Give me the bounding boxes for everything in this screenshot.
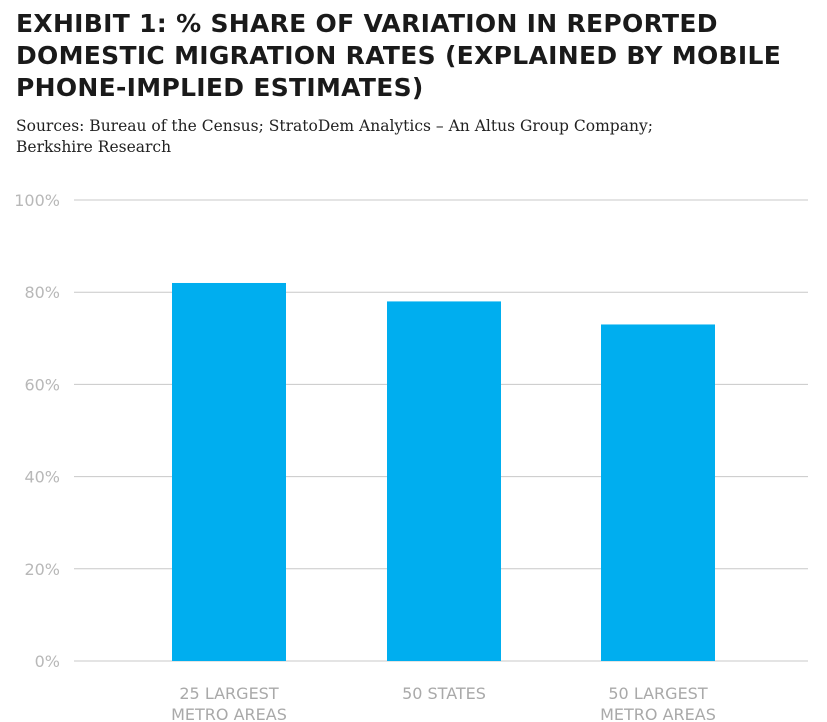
x-category-label: 50 STATES <box>402 684 486 703</box>
chart-title-line: DOMESTIC MIGRATION RATES (EXPLAINED BY M… <box>16 41 782 70</box>
bar <box>387 301 501 661</box>
chart-sources: Sources: Bureau of the Census; StratoDem… <box>16 116 816 158</box>
sources-line: Sources: Bureau of the Census; StratoDem… <box>16 117 653 135</box>
y-tick-label: 0% <box>35 652 60 671</box>
y-tick-label: 80% <box>24 283 60 302</box>
x-category-label: METRO AREAS <box>600 705 716 722</box>
bar <box>172 282 286 661</box>
x-category-label: 50 LARGEST <box>608 684 707 703</box>
chart-title-line: EXHIBIT 1: % SHARE OF VARIATION IN REPOR… <box>16 9 718 38</box>
y-tick-label: 40% <box>24 468 60 487</box>
chart-title: EXHIBIT 1: % SHARE OF VARIATION IN REPOR… <box>16 8 816 104</box>
y-tick-label: 60% <box>24 375 60 394</box>
x-category-label: 25 LARGEST <box>179 684 278 703</box>
x-axis-category-labels: 25 LARGEST METRO AREAS 50 STATES 50 LARGEST… <box>171 684 716 722</box>
sources-line: Berkshire Research <box>16 138 172 156</box>
x-category-label: METRO AREAS <box>171 705 287 722</box>
y-tick-label: 100% <box>14 191 60 210</box>
y-axis-tick-labels: 0% 20% 40% 60% 80% 100% <box>14 191 60 671</box>
chart-title-line: PHONE-IMPLIED ESTIMATES) <box>16 73 424 102</box>
y-tick-label: 20% <box>24 560 60 579</box>
bar <box>601 324 715 661</box>
bars <box>172 282 715 661</box>
